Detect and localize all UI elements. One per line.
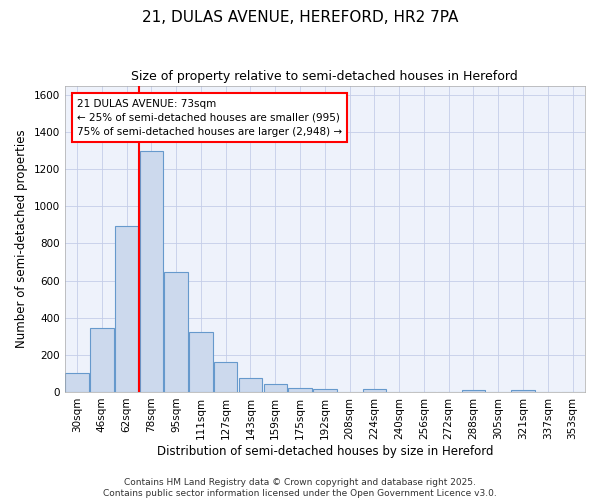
Bar xyxy=(263,384,287,392)
Title: Size of property relative to semi-detached houses in Hereford: Size of property relative to semi-detach… xyxy=(131,70,518,83)
Text: 21, DULAS AVENUE, HEREFORD, HR2 7PA: 21, DULAS AVENUE, HEREFORD, HR2 7PA xyxy=(142,10,458,25)
Bar xyxy=(189,332,213,392)
Text: 21 DULAS AVENUE: 73sqm
← 25% of semi-detached houses are smaller (995)
75% of se: 21 DULAS AVENUE: 73sqm ← 25% of semi-det… xyxy=(77,98,342,136)
Bar xyxy=(65,374,89,392)
Bar xyxy=(164,272,188,392)
Bar xyxy=(313,390,337,392)
Bar xyxy=(214,362,238,392)
Bar xyxy=(511,390,535,392)
Text: Contains HM Land Registry data © Crown copyright and database right 2025.
Contai: Contains HM Land Registry data © Crown c… xyxy=(103,478,497,498)
Bar xyxy=(462,390,485,392)
Bar xyxy=(140,152,163,392)
Bar xyxy=(239,378,262,392)
Bar xyxy=(288,388,312,392)
X-axis label: Distribution of semi-detached houses by size in Hereford: Distribution of semi-detached houses by … xyxy=(157,444,493,458)
Bar xyxy=(362,388,386,392)
Bar xyxy=(90,328,113,392)
Y-axis label: Number of semi-detached properties: Number of semi-detached properties xyxy=(15,130,28,348)
Bar xyxy=(115,226,139,392)
